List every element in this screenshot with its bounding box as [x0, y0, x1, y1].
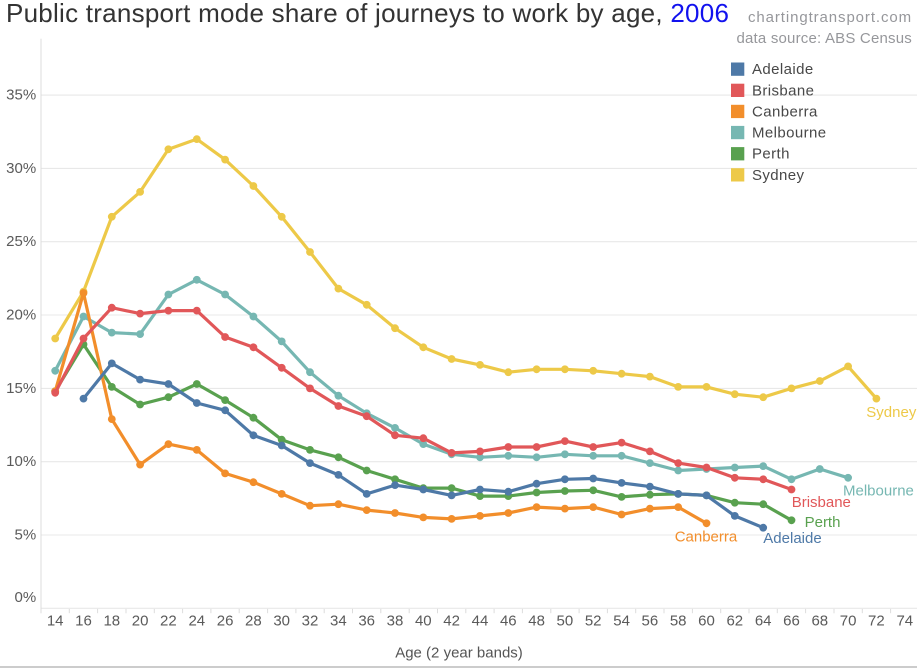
svg-text:38: 38 [387, 613, 404, 630]
svg-text:30: 30 [273, 613, 290, 630]
svg-text:Perth: Perth [752, 146, 790, 163]
svg-text:15%: 15% [6, 380, 36, 397]
svg-text:34: 34 [330, 613, 347, 630]
svg-text:74: 74 [896, 613, 913, 630]
svg-text:46: 46 [500, 613, 517, 630]
svg-text:48: 48 [528, 613, 545, 630]
svg-text:28: 28 [245, 613, 262, 630]
svg-text:10%: 10% [6, 453, 36, 470]
svg-text:25%: 25% [6, 233, 36, 250]
svg-text:Adelaide: Adelaide [763, 530, 821, 547]
svg-text:52: 52 [585, 613, 602, 630]
svg-text:Melbourne: Melbourne [752, 125, 826, 142]
svg-text:Melbourne: Melbourne [843, 483, 914, 500]
svg-text:Canberra: Canberra [752, 103, 818, 120]
svg-text:Adelaide: Adelaide [752, 61, 814, 78]
svg-text:35%: 35% [6, 87, 36, 104]
svg-text:50: 50 [557, 613, 574, 630]
svg-text:20: 20 [132, 613, 149, 630]
svg-text:5%: 5% [15, 527, 37, 544]
svg-text:44: 44 [472, 613, 489, 630]
svg-text:70: 70 [840, 613, 857, 630]
svg-text:60: 60 [698, 613, 715, 630]
svg-text:Sydney: Sydney [866, 404, 917, 421]
svg-text:56: 56 [642, 613, 659, 630]
svg-text:72: 72 [868, 613, 885, 630]
svg-text:42: 42 [443, 613, 460, 630]
svg-text:18: 18 [103, 613, 120, 630]
svg-text:Brisbane: Brisbane [792, 494, 851, 511]
svg-text:30%: 30% [6, 160, 36, 177]
svg-text:24: 24 [188, 613, 205, 630]
svg-text:32: 32 [302, 613, 319, 630]
svg-text:22: 22 [160, 613, 177, 630]
svg-text:16: 16 [75, 613, 92, 630]
svg-text:62: 62 [726, 613, 743, 630]
svg-text:Brisbane: Brisbane [752, 82, 814, 99]
svg-text:0%: 0% [15, 589, 37, 606]
svg-text:Sydney: Sydney [752, 167, 805, 184]
svg-text:20%: 20% [6, 307, 36, 324]
svg-text:14: 14 [47, 613, 64, 630]
svg-text:68: 68 [811, 613, 828, 630]
svg-text:26: 26 [217, 613, 234, 630]
svg-text:40: 40 [415, 613, 432, 630]
svg-text:64: 64 [755, 613, 772, 630]
svg-text:Perth: Perth [805, 514, 841, 531]
svg-text:58: 58 [670, 613, 687, 630]
svg-text:54: 54 [613, 613, 630, 630]
svg-text:66: 66 [783, 613, 800, 630]
svg-text:Age (2 year bands): Age (2 year bands) [395, 644, 523, 661]
svg-text:Canberra: Canberra [675, 529, 738, 546]
svg-text:36: 36 [358, 613, 375, 630]
